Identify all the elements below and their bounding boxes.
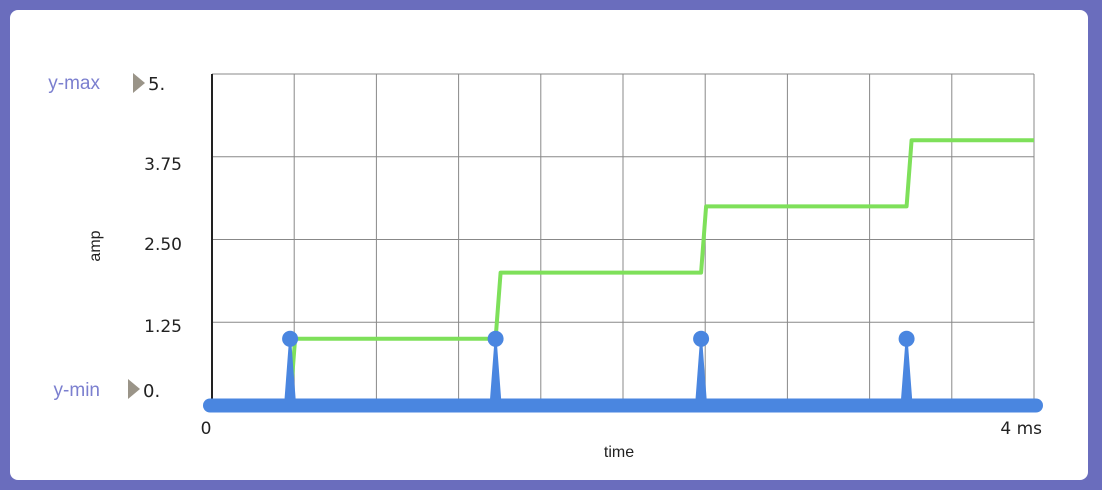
impulse-point (487, 330, 504, 347)
plot-area (203, 73, 1043, 413)
ymin-value[interactable]: 0. (143, 381, 160, 402)
y-tick-label: 2.50 (144, 235, 182, 255)
x-tick-label-start: 0 (201, 419, 212, 439)
ymax-value[interactable]: 5. (148, 74, 165, 95)
ymax-label: y-max (48, 73, 100, 94)
y-axis-title: amp (87, 230, 104, 261)
impulse-point (898, 330, 915, 347)
impulse-stem (695, 338, 708, 406)
x-tick-label-end: 4 ms (1000, 419, 1042, 439)
impulse-stem (284, 338, 297, 406)
impulse-point (693, 330, 710, 347)
impulse-stem (489, 338, 502, 406)
ymax-arrow-icon[interactable] (133, 73, 145, 93)
x-axis-title: time (604, 444, 634, 461)
impulse-stem (900, 338, 913, 406)
impulse-point (282, 330, 299, 347)
ymin-label: y-min (54, 380, 100, 401)
y-tick-label: 3.75 (144, 155, 182, 175)
y-tick-label: 1.25 (144, 317, 182, 337)
ymin-arrow-icon[interactable] (128, 379, 140, 399)
